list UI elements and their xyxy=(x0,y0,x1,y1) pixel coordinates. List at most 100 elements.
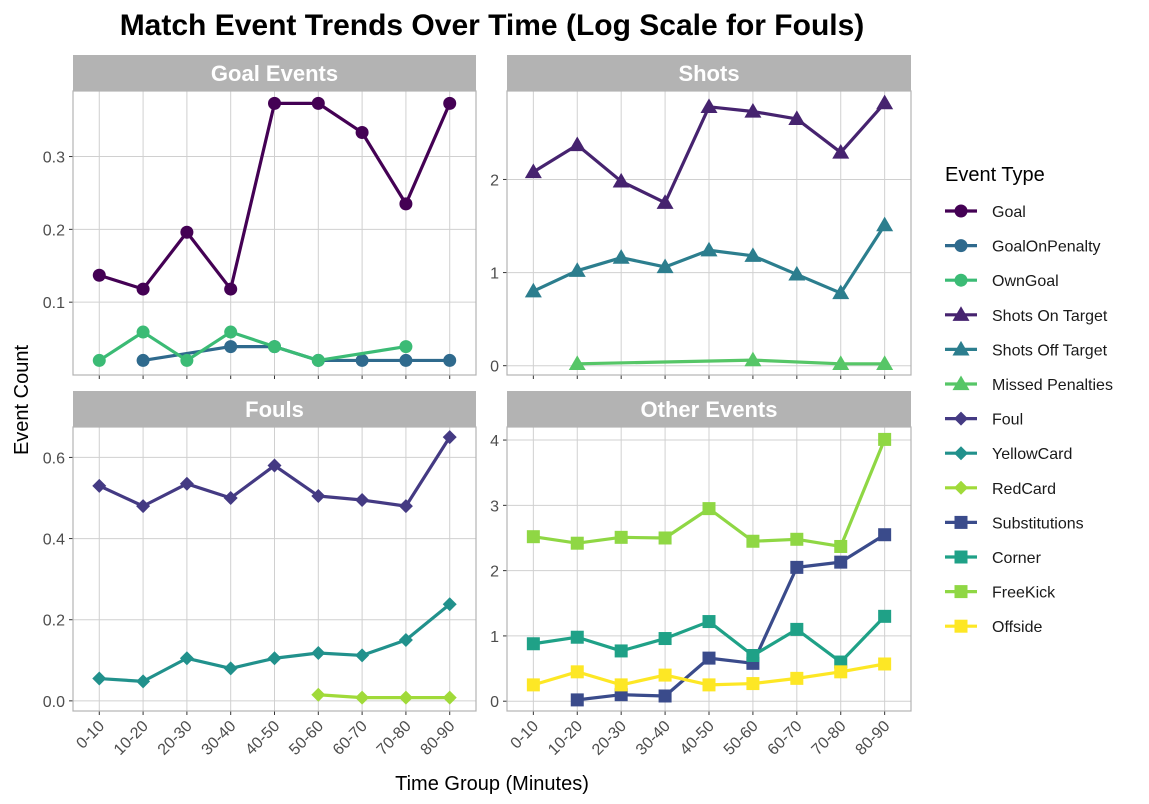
data-point xyxy=(180,353,194,367)
x-tick-label: 10-20 xyxy=(111,718,152,759)
y-tick-label: 2 xyxy=(490,564,499,581)
data-point xyxy=(702,615,716,629)
x-tick-label: 30-40 xyxy=(633,718,674,759)
panels: Goal Events 0.1 0.2 0.3 Shots 0 1 2 Fouls 0.0 0.2 0… xyxy=(43,55,912,759)
data-point xyxy=(744,102,762,118)
legend-key-marker xyxy=(954,204,968,218)
legend-item-yellowcard: YellowCard xyxy=(945,446,1072,463)
data-point xyxy=(267,458,282,473)
data-point xyxy=(744,247,762,262)
data-point xyxy=(790,622,804,636)
chart-title: Match Event Trends Over Time (Log Scale … xyxy=(120,9,865,42)
data-point xyxy=(179,476,194,491)
data-point xyxy=(355,126,369,140)
data-point xyxy=(311,488,326,503)
legend-item-label: OwnGoal xyxy=(992,273,1059,290)
series-yellowcard xyxy=(92,597,457,689)
legend-title: Event Type xyxy=(945,164,1045,186)
legend-item-label: RedCard xyxy=(992,481,1056,498)
data-point xyxy=(355,690,370,705)
data-point xyxy=(832,355,850,370)
data-point xyxy=(700,241,718,257)
data-point xyxy=(311,687,326,702)
legend-item-substitutions: Substitutions xyxy=(945,515,1084,532)
data-point xyxy=(399,340,413,354)
data-point xyxy=(834,555,848,569)
data-point xyxy=(136,674,151,689)
x-tick-label: 40-50 xyxy=(677,718,718,759)
legend-key-marker xyxy=(954,239,968,253)
data-point xyxy=(355,493,370,508)
data-point xyxy=(442,690,457,705)
data-point xyxy=(570,693,584,707)
panel-border xyxy=(72,426,477,712)
x-tick-label: 70-80 xyxy=(374,718,415,759)
legend-key-marker xyxy=(954,273,968,287)
panel-other-events: Other Events 0 1 2 3 4 0-10 10-20 20-30 30-40 40-5… xyxy=(490,391,912,759)
legend-key-marker xyxy=(954,585,968,599)
data-point xyxy=(612,172,630,188)
x-tick-label: 80-90 xyxy=(418,718,459,759)
data-point xyxy=(614,530,628,544)
y-tick-label: 0.3 xyxy=(43,150,65,167)
data-point xyxy=(614,688,628,702)
panel-title: Other Events xyxy=(641,397,778,422)
data-point xyxy=(524,163,542,179)
data-point xyxy=(355,353,369,367)
series-shots-on-target xyxy=(524,94,894,209)
x-tick-label: 60-70 xyxy=(765,718,806,759)
panel-strip xyxy=(73,391,476,427)
legend-item-label: Foul xyxy=(992,412,1023,429)
data-point xyxy=(700,98,718,113)
y-tick-label: 3 xyxy=(490,498,499,515)
data-point xyxy=(224,340,238,354)
legend-item-corner: Corner xyxy=(945,550,1042,567)
x-tick-label: 70-80 xyxy=(809,718,850,759)
x-axis-label: Time Group (Minutes) xyxy=(395,773,589,795)
data-point xyxy=(878,432,892,446)
panel-goal-events: Goal Events 0.1 0.2 0.3 xyxy=(43,55,477,379)
series-redcard xyxy=(311,687,457,705)
data-point xyxy=(788,110,806,126)
data-point xyxy=(878,528,892,542)
data-point xyxy=(746,534,760,548)
x-tick-label: 30-40 xyxy=(199,718,240,759)
data-point xyxy=(443,353,457,367)
data-point xyxy=(702,502,716,516)
legend-item-goal: Goal xyxy=(945,204,1026,221)
data-point xyxy=(834,665,848,679)
legend-item-goalonpenalty: GoalOnPenalty xyxy=(945,239,1101,256)
legend-item-label: GoalOnPenalty xyxy=(992,239,1101,256)
data-point xyxy=(267,651,282,666)
data-point xyxy=(570,536,584,550)
y-tick-label: 4 xyxy=(490,433,499,450)
legend: Event Type Goal GoalOnPenalty OwnGoal Shots… xyxy=(945,164,1113,636)
data-point xyxy=(612,249,630,264)
legend-item-label: Corner xyxy=(992,550,1042,567)
x-tick-label: 50-60 xyxy=(286,718,327,759)
data-point xyxy=(876,355,894,370)
x-tick-label: 0-10 xyxy=(73,718,108,753)
data-point xyxy=(224,325,238,339)
data-point xyxy=(398,690,413,705)
x-tick-label: 20-30 xyxy=(589,718,630,759)
data-point xyxy=(136,282,150,296)
panel-border xyxy=(506,90,912,376)
legend-item-label: Offside xyxy=(992,619,1043,636)
panel-strip xyxy=(73,55,476,91)
legend-key-marker xyxy=(952,306,970,321)
data-point xyxy=(832,284,850,300)
data-point xyxy=(92,671,107,686)
y-tick-label: 2 xyxy=(490,172,499,189)
data-point xyxy=(832,143,850,159)
legend-item-owngoal: OwnGoal xyxy=(945,273,1059,290)
data-point xyxy=(876,94,894,110)
data-point xyxy=(311,645,326,660)
data-point xyxy=(702,651,716,665)
data-point xyxy=(790,671,804,685)
legend-key-marker xyxy=(954,619,968,633)
legend-item-label: Shots Off Target xyxy=(992,342,1108,359)
data-point xyxy=(526,678,540,692)
data-point xyxy=(834,539,848,553)
y-tick-label: 0.4 xyxy=(43,532,65,549)
